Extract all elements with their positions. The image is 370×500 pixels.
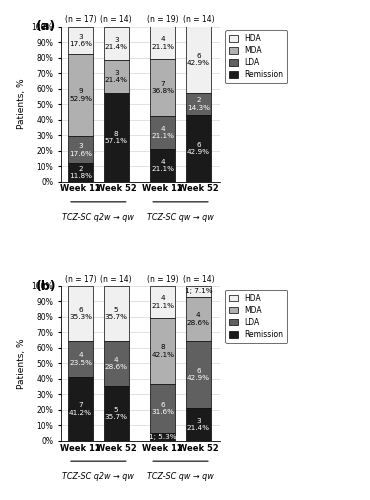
Text: (n = 14): (n = 14) — [100, 16, 132, 24]
Text: TCZ-SC qw → qw: TCZ-SC qw → qw — [147, 212, 214, 222]
Text: 9
52.9%: 9 52.9% — [69, 88, 92, 102]
Bar — [186, 342, 211, 408]
Text: 2
14.3%: 2 14.3% — [187, 98, 210, 111]
Text: 8
57.1%: 8 57.1% — [105, 130, 128, 144]
Bar — [68, 286, 93, 341]
Y-axis label: Patients, %: Patients, % — [17, 338, 26, 389]
Bar — [68, 377, 93, 441]
Bar — [186, 297, 211, 342]
Legend: HDA, MDA, LDA, Remission: HDA, MDA, LDA, Remission — [225, 290, 287, 343]
Text: 3
21.4%: 3 21.4% — [105, 36, 128, 50]
Bar — [186, 26, 211, 93]
Text: 8
42.1%: 8 42.1% — [151, 344, 174, 358]
Bar — [186, 286, 211, 297]
Bar — [150, 433, 175, 441]
Text: 4
21.1%: 4 21.1% — [151, 126, 174, 140]
Text: 3
21.4%: 3 21.4% — [105, 70, 128, 84]
Text: 3
17.6%: 3 17.6% — [69, 34, 92, 47]
Text: 3
17.6%: 3 17.6% — [69, 143, 92, 156]
Text: 6
42.9%: 6 42.9% — [187, 142, 210, 155]
Text: TCZ-SC q2w → qw: TCZ-SC q2w → qw — [63, 472, 134, 481]
Text: 6
35.3%: 6 35.3% — [69, 306, 92, 320]
Text: 2
11.8%: 2 11.8% — [69, 166, 92, 179]
Text: (n = 19): (n = 19) — [147, 16, 178, 24]
Text: TCZ-SC qw → qw: TCZ-SC qw → qw — [147, 472, 214, 481]
Bar — [68, 164, 93, 182]
Bar — [186, 408, 211, 441]
Text: 6
42.9%: 6 42.9% — [187, 53, 210, 66]
Bar — [186, 93, 211, 115]
Text: (n = 14): (n = 14) — [100, 274, 132, 283]
Bar — [68, 27, 93, 54]
Bar — [104, 93, 129, 182]
Bar — [150, 59, 175, 116]
Text: 4
21.1%: 4 21.1% — [151, 36, 174, 50]
Bar — [104, 386, 129, 441]
Y-axis label: Patients, %: Patients, % — [17, 79, 26, 130]
Bar — [68, 340, 93, 377]
Text: (n = 19): (n = 19) — [147, 274, 178, 283]
Text: 4
21.1%: 4 21.1% — [151, 158, 174, 172]
Text: TCZ-SC q2w → qw: TCZ-SC q2w → qw — [63, 212, 134, 222]
Text: 5
35.7%: 5 35.7% — [105, 307, 128, 320]
Bar — [104, 60, 129, 93]
Bar — [150, 286, 175, 318]
Text: 7
36.8%: 7 36.8% — [151, 81, 174, 94]
Text: 7
41.2%: 7 41.2% — [69, 402, 92, 416]
Bar — [104, 27, 129, 60]
Bar — [104, 342, 129, 386]
Text: (a): (a) — [36, 20, 56, 34]
Text: 6
31.6%: 6 31.6% — [151, 402, 174, 415]
Text: 4
21.1%: 4 21.1% — [151, 296, 174, 309]
Bar — [150, 26, 175, 59]
Bar — [150, 384, 175, 433]
Text: (n = 17): (n = 17) — [65, 16, 96, 24]
Text: (n = 14): (n = 14) — [182, 274, 214, 283]
Text: 4
28.6%: 4 28.6% — [105, 356, 128, 370]
Text: 4
23.5%: 4 23.5% — [69, 352, 92, 366]
Bar — [186, 115, 211, 182]
Bar — [150, 149, 175, 182]
Text: 1; 7.1%: 1; 7.1% — [185, 288, 212, 294]
Bar — [150, 116, 175, 149]
Bar — [104, 286, 129, 342]
Bar — [68, 54, 93, 136]
Text: (n = 17): (n = 17) — [65, 274, 96, 283]
Bar — [68, 136, 93, 164]
Text: 5
35.7%: 5 35.7% — [105, 406, 128, 420]
Text: 3
21.4%: 3 21.4% — [187, 418, 210, 431]
Legend: HDA, MDA, LDA, Remission: HDA, MDA, LDA, Remission — [225, 30, 287, 83]
Bar — [150, 318, 175, 384]
Text: 4
28.6%: 4 28.6% — [187, 312, 210, 326]
Text: (n = 14): (n = 14) — [182, 16, 214, 24]
Text: 6
42.9%: 6 42.9% — [187, 368, 210, 382]
Text: 1; 5.3%: 1; 5.3% — [149, 434, 176, 440]
Text: (b): (b) — [36, 280, 56, 292]
